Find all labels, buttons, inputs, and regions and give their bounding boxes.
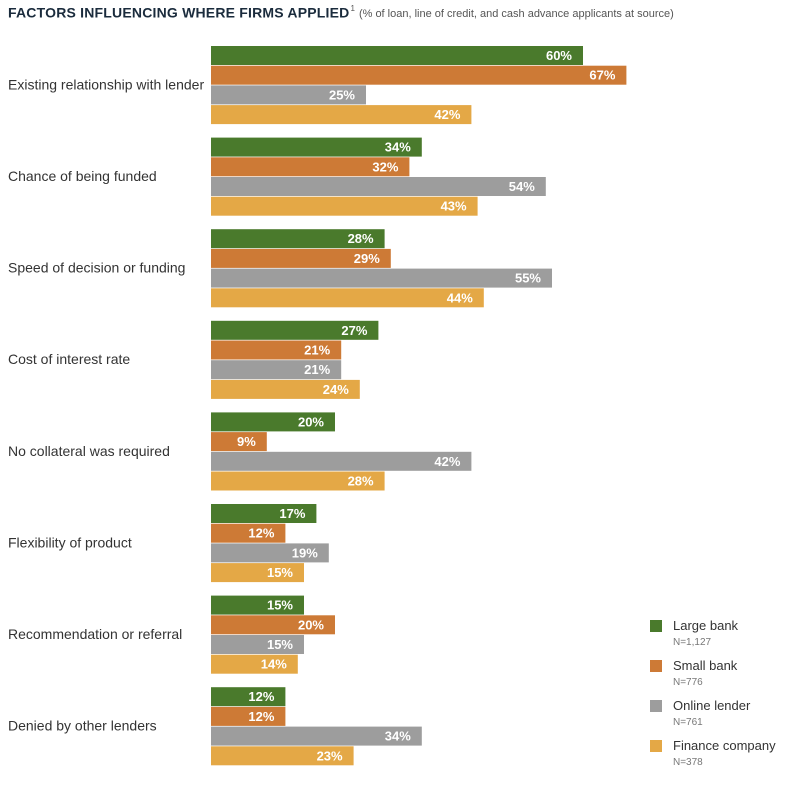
data-label-large-bank-existing-relationship-with-lender: 60% — [546, 48, 572, 63]
data-label-finance-company-chance-of-being-funded: 43% — [441, 199, 467, 214]
bar-small-bank-chance-of-being-funded — [211, 157, 410, 177]
bar-small-bank-recommendation-or-referral — [211, 615, 335, 635]
bar-small-bank-existing-relationship-with-lender — [211, 65, 627, 85]
legend-sample-size: N=761 — [673, 717, 703, 728]
data-label-small-bank-recommendation-or-referral: 20% — [298, 617, 324, 632]
bar-large-bank-no-collateral-was-required — [211, 412, 335, 432]
legend-sample-size: N=1,127 — [673, 637, 712, 648]
bar-large-bank-denied-by-other-lenders — [211, 687, 286, 707]
data-label-small-bank-flexibility-of-product: 12% — [248, 526, 274, 541]
data-label-small-bank-denied-by-other-lenders: 12% — [248, 709, 274, 724]
legend-swatch — [650, 620, 662, 632]
category-label-chance-of-being-funded: Chance of being funded — [8, 168, 157, 184]
legend-label: Online lender — [673, 698, 751, 713]
data-label-finance-company-flexibility-of-product: 15% — [267, 565, 293, 580]
bar-online-lender-no-collateral-was-required — [211, 451, 472, 471]
category-label-cost-of-interest-rate: Cost of interest rate — [8, 351, 130, 367]
data-label-online-lender-no-collateral-was-required: 42% — [434, 454, 460, 469]
bar-finance-company-recommendation-or-referral — [211, 654, 298, 674]
bar-finance-company-speed-of-decision-or-funding — [211, 288, 484, 308]
legend-item-finance-company: Finance company N=378 — [650, 738, 785, 779]
category-label-existing-relationship-with-lender: Existing relationship with lender — [8, 76, 204, 92]
data-label-small-bank-chance-of-being-funded: 32% — [372, 159, 398, 174]
data-label-small-bank-cost-of-interest-rate: 21% — [304, 343, 330, 358]
data-label-online-lender-existing-relationship-with-lender: 25% — [329, 87, 355, 102]
bar-small-bank-speed-of-decision-or-funding — [211, 248, 391, 268]
data-label-small-bank-no-collateral-was-required: 9% — [237, 434, 256, 449]
bar-finance-company-cost-of-interest-rate — [211, 379, 360, 399]
category-label-flexibility-of-product: Flexibility of product — [8, 534, 132, 550]
bar-online-lender-flexibility-of-product — [211, 543, 329, 563]
legend-swatch — [650, 700, 662, 712]
bar-finance-company-flexibility-of-product — [211, 563, 304, 583]
legend-label: Small bank — [673, 658, 738, 673]
data-label-large-bank-denied-by-other-lenders: 12% — [248, 689, 274, 704]
bar-large-bank-recommendation-or-referral — [211, 595, 304, 615]
legend-sample-size: N=776 — [673, 677, 703, 688]
bar-online-lender-denied-by-other-lenders — [211, 726, 422, 746]
data-label-online-lender-flexibility-of-product: 19% — [292, 545, 318, 560]
bar-large-bank-existing-relationship-with-lender — [211, 46, 583, 65]
bar-online-lender-cost-of-interest-rate — [211, 360, 342, 380]
data-label-finance-company-recommendation-or-referral: 14% — [261, 657, 287, 672]
category-label-recommendation-or-referral: Recommendation or referral — [8, 626, 182, 642]
data-label-large-bank-no-collateral-was-required: 20% — [298, 414, 324, 429]
bar-large-bank-speed-of-decision-or-funding — [211, 229, 385, 249]
bar-large-bank-cost-of-interest-rate — [211, 320, 379, 340]
data-label-online-lender-recommendation-or-referral: 15% — [267, 637, 293, 652]
data-label-online-lender-cost-of-interest-rate: 21% — [304, 362, 330, 377]
legend-item-small-bank: Small bank N=776 — [650, 658, 785, 699]
bar-online-lender-speed-of-decision-or-funding — [211, 268, 552, 288]
footnote-marker: 1 — [350, 4, 355, 13]
data-label-online-lender-chance-of-being-funded: 54% — [509, 179, 535, 194]
bar-finance-company-denied-by-other-lenders — [211, 746, 354, 766]
bar-small-bank-flexibility-of-product — [211, 523, 286, 543]
data-label-finance-company-denied-by-other-lenders: 23% — [317, 748, 343, 763]
data-label-finance-company-existing-relationship-with-lender: 42% — [434, 107, 460, 122]
data-label-large-bank-flexibility-of-product: 17% — [279, 506, 305, 521]
bar-finance-company-existing-relationship-with-lender — [211, 105, 472, 125]
data-label-large-bank-cost-of-interest-rate: 27% — [341, 323, 367, 338]
bar-online-lender-chance-of-being-funded — [211, 177, 546, 196]
chart-title-main: FACTORS INFLUENCING WHERE FIRMS APPLIED — [8, 4, 350, 21]
bar-small-bank-cost-of-interest-rate — [211, 340, 342, 360]
legend-item-large-bank: Large bank N=1,127 — [650, 618, 785, 659]
category-label-speed-of-decision-or-funding: Speed of decision or funding — [8, 260, 185, 276]
data-label-small-bank-existing-relationship-with-lender: 67% — [589, 68, 615, 83]
bar-small-bank-no-collateral-was-required — [211, 432, 267, 452]
bar-large-bank-flexibility-of-product — [211, 504, 317, 523]
category-label-denied-by-other-lenders: Denied by other lenders — [8, 718, 157, 734]
bar-large-bank-chance-of-being-funded — [211, 137, 422, 157]
legend-item-online-lender: Online lender N=761 — [650, 698, 785, 739]
legend-sample-size: N=378 — [673, 757, 703, 768]
data-label-finance-company-cost-of-interest-rate: 24% — [323, 382, 349, 397]
bar-online-lender-existing-relationship-with-lender — [211, 85, 366, 105]
chart-subtitle: (% of loan, line of credit, and cash adv… — [358, 8, 674, 21]
data-label-finance-company-speed-of-decision-or-funding: 44% — [447, 290, 473, 305]
data-label-online-lender-denied-by-other-lenders: 34% — [385, 729, 411, 744]
bar-finance-company-chance-of-being-funded — [211, 196, 478, 216]
data-label-finance-company-no-collateral-was-required: 28% — [348, 474, 374, 489]
data-label-large-bank-speed-of-decision-or-funding: 28% — [348, 231, 374, 246]
legend-label: Finance company — [673, 738, 776, 753]
legend: Large bank N=1,127 Small bank N=776 Onli… — [650, 618, 785, 779]
legend-swatch — [650, 740, 662, 752]
data-label-large-bank-recommendation-or-referral: 15% — [267, 598, 293, 613]
bar-finance-company-no-collateral-was-required — [211, 471, 385, 491]
bar-small-bank-denied-by-other-lenders — [211, 706, 286, 726]
legend-swatch — [650, 660, 662, 672]
data-label-small-bank-speed-of-decision-or-funding: 29% — [354, 251, 380, 266]
data-label-large-bank-chance-of-being-funded: 34% — [385, 140, 411, 155]
data-label-online-lender-speed-of-decision-or-funding: 55% — [515, 271, 541, 286]
chart-title: FACTORS INFLUENCING WHERE FIRMS APPLIED1… — [8, 4, 674, 22]
bar-online-lender-recommendation-or-referral — [211, 635, 304, 654]
legend-label: Large bank — [673, 618, 739, 633]
category-label-no-collateral-was-required: No collateral was required — [8, 443, 170, 459]
